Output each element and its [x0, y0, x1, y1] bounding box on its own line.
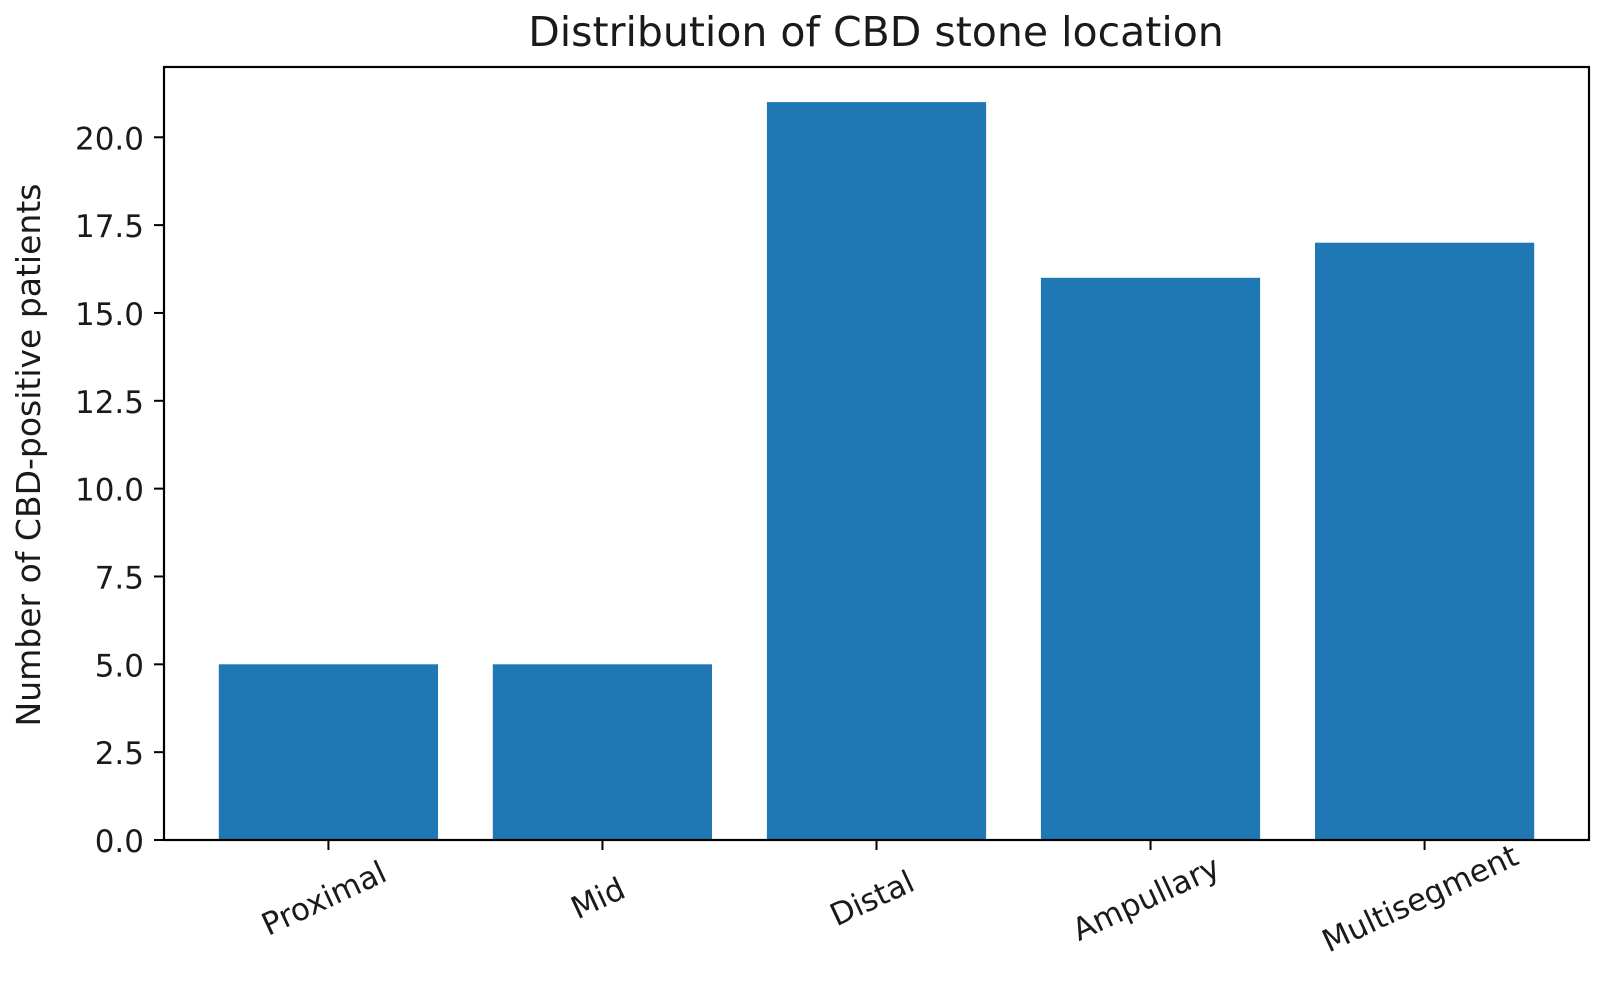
y-tick-label: 20.0 [75, 121, 144, 157]
bar-mid [492, 664, 712, 840]
x-tick-label: Proximal [256, 855, 392, 944]
bar-multisegment [1315, 242, 1535, 840]
plot-frame [162, 65, 1591, 842]
x-tick-label: Distal [825, 864, 920, 934]
bar-ampullary [1040, 277, 1261, 840]
y-tick-label: 7.5 [95, 560, 144, 596]
bar-distal [766, 102, 987, 841]
y-tick-label: 2.5 [95, 736, 144, 772]
y-axis-label: Number of CBD-positive patients [9, 184, 48, 727]
x-tick-label: Mid [566, 871, 631, 927]
bars [218, 102, 1535, 841]
y-tick-label: 17.5 [75, 209, 144, 245]
bar-proximal [218, 664, 438, 840]
y-tick-label: 10.0 [75, 473, 144, 509]
y-tick-label: 12.5 [75, 385, 144, 421]
y-tick-label: 15.0 [75, 297, 144, 333]
x-tick-label: Ampullary [1067, 849, 1225, 948]
chart-title: Distribution of CBD stone location [528, 8, 1224, 56]
x-tick-label: Multisegment [1317, 838, 1524, 960]
y-tick-label: 0.0 [95, 824, 144, 860]
y-tick-label: 5.0 [95, 648, 144, 684]
